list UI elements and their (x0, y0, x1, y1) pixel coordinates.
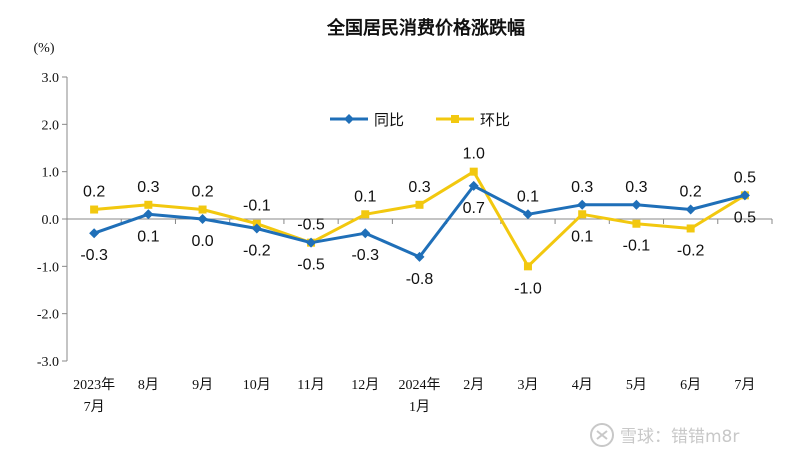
data-label-yoy: 0.1 (137, 228, 159, 245)
data-label-yoy: 0.3 (571, 179, 593, 196)
data-label-mom: 0.3 (137, 179, 159, 196)
data-label-yoy: -0.5 (297, 257, 325, 274)
data-label-mom: 0.1 (571, 228, 593, 245)
data-label-yoy: 0.1 (517, 188, 539, 205)
chart-title: 全国居民消费价格涨跌幅 (326, 17, 525, 39)
data-label-yoy: 0.2 (680, 184, 702, 201)
point-mom (198, 205, 207, 214)
y-tick-label: -3.0 (37, 355, 59, 370)
data-label-yoy: 0.5 (734, 209, 756, 226)
data-label-mom: 1.0 (463, 146, 485, 163)
data-label-yoy: 0.0 (191, 233, 213, 250)
point-mom (90, 205, 99, 214)
x-axis-ticks: 2023年 7月 8月 9月 10月 11月 12月 2024年 1月 2月 3月 4月 5月 6月 7月 (73, 377, 755, 415)
point-yoy (143, 209, 154, 220)
data-label-mom: 0.2 (191, 184, 213, 201)
series-group (89, 167, 750, 271)
x-tick-label: 2024年 1月 (399, 377, 441, 415)
legend-item-yoy: 同比 (330, 111, 404, 129)
axes (66, 77, 773, 361)
point-mom (578, 210, 587, 219)
legend: 同比 环比 (330, 111, 510, 129)
x-tick-label: 9月 (192, 377, 213, 393)
x-tick-label: 11月 (297, 377, 324, 393)
watermark: 雪球：错错m8r (590, 423, 739, 447)
x-tick-label: 5月 (626, 377, 647, 393)
data-label-yoy: -0.3 (80, 247, 108, 264)
data-label-mom: -1.0 (514, 280, 542, 297)
point-yoy (577, 199, 588, 210)
point-yoy (251, 223, 262, 234)
legend-item-mom: 环比 (436, 111, 510, 129)
y-axis-unit: (%) (34, 41, 55, 56)
data-label-mom: -0.2 (677, 242, 705, 259)
data-label-mom: -0.1 (623, 238, 651, 255)
point-yoy (89, 228, 100, 239)
y-tick-label: 0.0 (42, 213, 60, 228)
x-tick-label: 3月 (517, 377, 538, 393)
point-yoy (306, 237, 317, 248)
data-label-mom: 0.1 (354, 188, 376, 205)
x-tick-label: 7月 (734, 377, 755, 393)
point-yoy (414, 251, 425, 262)
legend-label: 环比 (480, 111, 510, 129)
point-yoy (197, 214, 208, 224)
y-tick-label: -1.0 (37, 260, 59, 275)
point-yoy (739, 190, 750, 201)
data-label-mom: -0.5 (297, 217, 325, 234)
point-yoy (360, 228, 371, 239)
data-label-yoy: 0.7 (463, 200, 485, 217)
data-label-mom: 0.3 (408, 179, 430, 196)
data-label-mom: -0.1 (243, 198, 271, 215)
point-mom (632, 219, 641, 228)
legend-label: 同比 (374, 111, 404, 129)
y-axis-ticks: 3.0 2.0 1.0 0.0 -1.0 -2.0 -3.0 (37, 71, 67, 370)
y-tick-label: 2.0 (42, 118, 60, 133)
x-tick-label: 12月 (351, 377, 379, 393)
x-tick-label: 8月 (138, 377, 159, 393)
x-tick-label: 4月 (572, 377, 593, 393)
data-label-yoy: -0.3 (351, 247, 379, 264)
y-tick-label: -2.0 (37, 308, 59, 323)
point-yoy (522, 209, 533, 220)
point-mom (415, 200, 424, 209)
legend-square-marker (451, 115, 459, 123)
point-yoy (685, 204, 696, 215)
x-tick-label: 6月 (680, 377, 701, 393)
watermark-text: 雪球：错错m8r (620, 427, 739, 447)
point-yoy (631, 199, 642, 210)
data-label-mom: 0.2 (83, 184, 105, 201)
point-mom (686, 224, 695, 233)
point-mom (361, 210, 370, 219)
data-label-mom: 0.5 (734, 169, 756, 186)
x-tick-label: 2月 (463, 377, 484, 393)
y-tick-label: 3.0 (42, 71, 60, 86)
x-tick-label: 2023年 7月 (73, 377, 115, 415)
x-tick-label: 10月 (243, 377, 271, 393)
data-label-yoy: -0.8 (406, 271, 434, 288)
data-labels: 0.2 -0.3 0.3 0.1 0.2 0.0 -0.1 -0.2 -0.5 -0.5 0.1 -0… (80, 146, 756, 298)
point-mom (523, 262, 532, 271)
point-mom (144, 200, 153, 209)
point-yoy (468, 180, 479, 191)
snowball-logo-icon (590, 423, 614, 447)
data-label-yoy: 0.3 (625, 179, 647, 196)
data-label-yoy: -0.2 (243, 242, 271, 259)
point-mom (469, 167, 478, 176)
y-tick-label: 1.0 (42, 166, 60, 181)
legend-diamond-marker (344, 114, 354, 124)
